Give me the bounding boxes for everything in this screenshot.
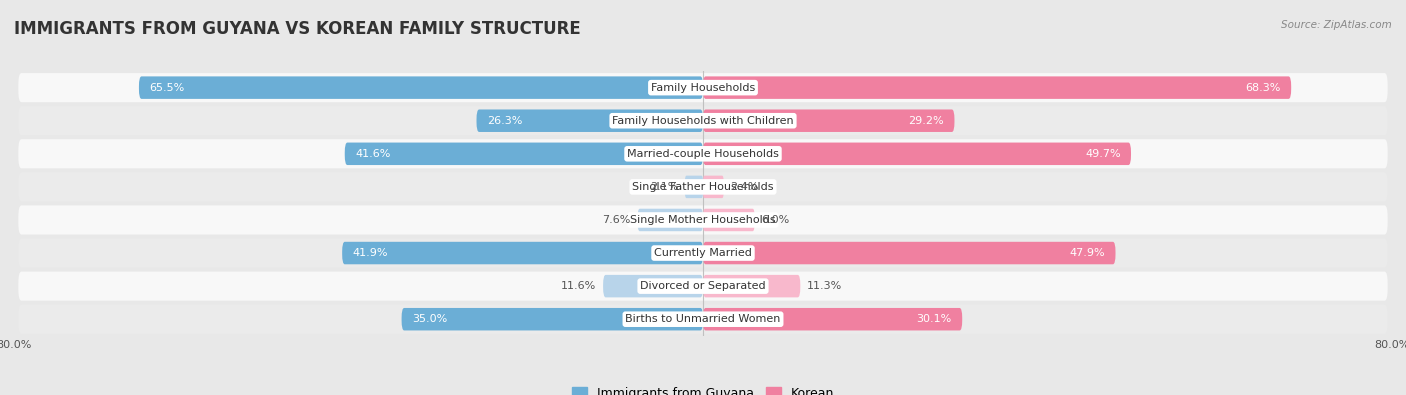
- Text: 26.3%: 26.3%: [486, 116, 522, 126]
- Text: 47.9%: 47.9%: [1070, 248, 1105, 258]
- FancyBboxPatch shape: [703, 209, 755, 231]
- Text: 11.3%: 11.3%: [807, 281, 842, 291]
- FancyBboxPatch shape: [139, 76, 703, 99]
- FancyBboxPatch shape: [18, 205, 1388, 235]
- FancyBboxPatch shape: [18, 305, 1388, 334]
- Text: 65.5%: 65.5%: [149, 83, 184, 93]
- FancyBboxPatch shape: [18, 73, 1388, 102]
- Text: 35.0%: 35.0%: [412, 314, 447, 324]
- Text: 2.1%: 2.1%: [650, 182, 678, 192]
- Text: Source: ZipAtlas.com: Source: ZipAtlas.com: [1281, 20, 1392, 30]
- FancyBboxPatch shape: [344, 143, 703, 165]
- Text: Married-couple Households: Married-couple Households: [627, 149, 779, 159]
- FancyBboxPatch shape: [18, 172, 1388, 201]
- Text: Births to Unmarried Women: Births to Unmarried Women: [626, 314, 780, 324]
- FancyBboxPatch shape: [477, 109, 703, 132]
- Text: Family Households: Family Households: [651, 83, 755, 93]
- FancyBboxPatch shape: [703, 308, 962, 331]
- Text: 29.2%: 29.2%: [908, 116, 945, 126]
- Text: 49.7%: 49.7%: [1085, 149, 1121, 159]
- FancyBboxPatch shape: [637, 209, 703, 231]
- FancyBboxPatch shape: [603, 275, 703, 297]
- Text: 6.0%: 6.0%: [762, 215, 790, 225]
- Text: Divorced or Separated: Divorced or Separated: [640, 281, 766, 291]
- FancyBboxPatch shape: [703, 176, 724, 198]
- FancyBboxPatch shape: [18, 106, 1388, 135]
- FancyBboxPatch shape: [703, 275, 800, 297]
- FancyBboxPatch shape: [685, 176, 703, 198]
- Text: 30.1%: 30.1%: [917, 314, 952, 324]
- Text: 2.4%: 2.4%: [731, 182, 759, 192]
- FancyBboxPatch shape: [703, 109, 955, 132]
- Text: 11.6%: 11.6%: [561, 281, 596, 291]
- Text: Family Households with Children: Family Households with Children: [612, 116, 794, 126]
- Text: Single Father Households: Single Father Households: [633, 182, 773, 192]
- Text: 41.9%: 41.9%: [353, 248, 388, 258]
- Legend: Immigrants from Guyana, Korean: Immigrants from Guyana, Korean: [568, 383, 838, 395]
- Text: Single Mother Households: Single Mother Households: [630, 215, 776, 225]
- FancyBboxPatch shape: [703, 76, 1291, 99]
- FancyBboxPatch shape: [402, 308, 703, 331]
- Text: 41.6%: 41.6%: [356, 149, 391, 159]
- FancyBboxPatch shape: [703, 242, 1115, 264]
- FancyBboxPatch shape: [703, 143, 1130, 165]
- FancyBboxPatch shape: [18, 272, 1388, 301]
- Text: 7.6%: 7.6%: [602, 215, 631, 225]
- FancyBboxPatch shape: [342, 242, 703, 264]
- FancyBboxPatch shape: [18, 239, 1388, 267]
- FancyBboxPatch shape: [18, 139, 1388, 168]
- Text: Currently Married: Currently Married: [654, 248, 752, 258]
- Text: IMMIGRANTS FROM GUYANA VS KOREAN FAMILY STRUCTURE: IMMIGRANTS FROM GUYANA VS KOREAN FAMILY …: [14, 20, 581, 38]
- Text: 68.3%: 68.3%: [1246, 83, 1281, 93]
